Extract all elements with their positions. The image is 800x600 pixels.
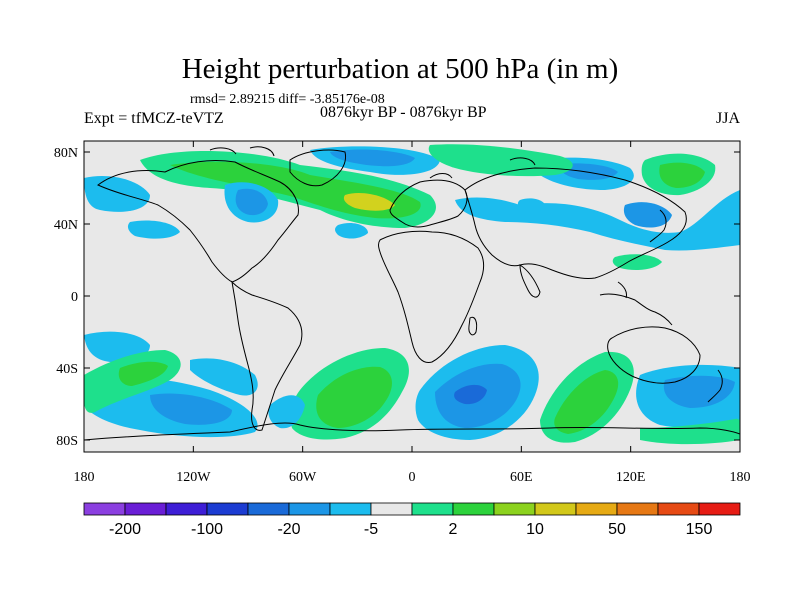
lon-tick-label: 60W (289, 470, 317, 485)
plot-area (83, 140, 741, 453)
coastline-antarctica (84, 422, 740, 441)
lon-tick-label: 180 (74, 470, 95, 485)
colorbar-swatch (83, 502, 126, 516)
contour-s-pacific-blue-strip (190, 358, 258, 396)
lon-tick-label: 60E (510, 470, 533, 485)
height-field (84, 144, 740, 445)
colorbar-swatch (329, 502, 372, 516)
coastlines (84, 146, 740, 441)
coastline-africa (378, 230, 484, 364)
contour-australia-blue-mid (663, 375, 735, 408)
contour-s-indian-blue-dark (454, 384, 487, 405)
colorbar-label: -200 (109, 521, 141, 538)
colorbar-swatch (616, 502, 659, 516)
contour-s-atlantic-green-mid (316, 366, 392, 428)
colorbar-label: 2 (449, 521, 458, 538)
contour-pacific-small-blue (127, 220, 180, 239)
colorbar-label: -20 (277, 521, 300, 538)
coastline-arctic-islands (209, 146, 536, 179)
contour-s-atlantic-blue-west (268, 395, 305, 429)
contour-arctic-blue-mid (330, 149, 415, 167)
colorbar-label: 50 (608, 521, 626, 538)
contour-southern-ocean-green (640, 418, 740, 445)
colorbar-swatch (698, 502, 741, 516)
lat-tick-label: 0 (71, 290, 78, 305)
lon-tick-label: 0 (409, 470, 416, 485)
colorbar-swatch (657, 502, 700, 516)
lat-tick-label: 40N (54, 218, 78, 233)
lon-tick-label: 120E (616, 470, 646, 485)
contour-s-pacific-blue-mid (150, 393, 232, 425)
colorbar-swatch (288, 502, 331, 516)
colorbar-swatch (411, 502, 454, 516)
season-label: JJA (715, 110, 740, 127)
rmsd-diff-label: rmsd= 2.89215 diff= -3.85176e-08 (190, 92, 385, 107)
contour-n-america-blue-mid (235, 188, 268, 216)
colorbar-label: -5 (364, 521, 378, 538)
contour-tropics-small-blue (730, 401, 740, 420)
coastline-europe (389, 179, 468, 228)
coastline-japan (649, 209, 667, 243)
colorbar-label: -100 (191, 521, 223, 538)
lat-tick-label: 40S (56, 362, 78, 377)
experiment-label: Expt = tfMCZ-teVTZ (84, 110, 224, 127)
coastline-australia (607, 326, 701, 384)
contour-ne-pacific-blue (84, 175, 150, 212)
colorbar-label: 10 (526, 521, 544, 538)
coastline-south-america (231, 280, 303, 431)
axes: 80N 40N 0 40S 80S 180 120W 60W 0 60E 120E 180 (54, 141, 751, 485)
colorbar-swatch (575, 502, 618, 516)
lat-tick-label: 80S (56, 434, 78, 449)
contour-nw-pacific-green-mid (659, 162, 705, 188)
lon-tick-label: 180 (730, 470, 751, 485)
coastline-se-asia-islands (599, 281, 673, 326)
colorbar: -200 -100 -20 -5 2 10 50 150 (83, 502, 741, 538)
coastline-india (519, 264, 541, 298)
contour-europe-small-blue (517, 198, 546, 212)
colorbar-swatch (534, 502, 577, 516)
colorbar-swatch (124, 502, 167, 516)
contour-n-atlantic-yellow (343, 193, 395, 211)
coastline-new-zealand (707, 369, 723, 403)
contour-siberia-blue-mid (559, 163, 618, 180)
coastline-madagascar (468, 316, 478, 336)
chart-title: Height perturbation at 500 hPa (in m) (181, 53, 619, 85)
coastline-north-america (97, 159, 299, 283)
colorbar-swatch (165, 502, 208, 516)
colorbar-swatch (493, 502, 536, 516)
colorbar-swatch (452, 502, 495, 516)
colorbar-swatch (247, 502, 290, 516)
colorbar-swatch (206, 502, 249, 516)
period-label: 0876kyr BP - 0876kyr BP (320, 104, 487, 121)
coastline-greenland (289, 149, 347, 187)
contour-japan-blue-mid (623, 202, 672, 228)
colorbar-swatch (370, 502, 413, 516)
colorbar-label: 150 (686, 521, 713, 538)
lon-tick-label: 120W (176, 470, 211, 485)
contour-atlantic-small-blue (335, 222, 368, 239)
contour-asia-small-green (612, 254, 662, 270)
contour-s-indian-green-mid (554, 370, 619, 434)
coastline-asia (464, 167, 687, 279)
contour-s-pacific-green-mid (118, 361, 168, 386)
lat-tick-label: 80N (54, 146, 78, 161)
